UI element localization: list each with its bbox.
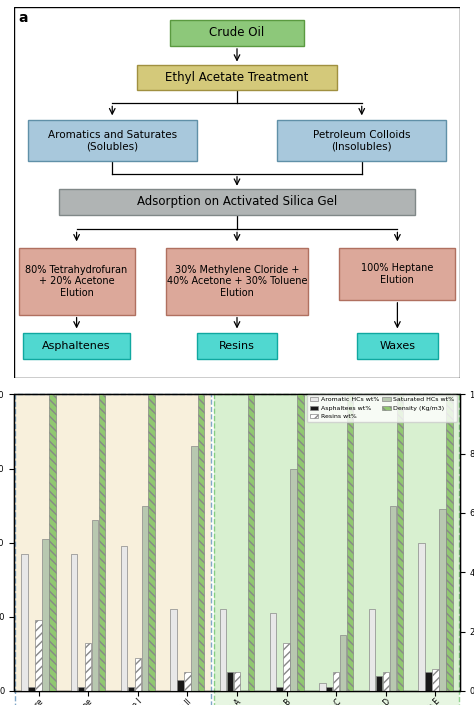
Bar: [220, 609, 226, 691]
FancyBboxPatch shape: [166, 248, 308, 314]
Bar: [270, 613, 276, 691]
Text: Asphaltenes: Asphaltenes: [42, 341, 111, 351]
Bar: [283, 643, 290, 691]
Bar: [198, 0, 204, 691]
FancyBboxPatch shape: [170, 20, 304, 46]
Bar: [340, 635, 346, 691]
Text: 80% Tetrahydrofuran
+ 20% Acetone
Elution: 80% Tetrahydrofuran + 20% Acetone Elutio…: [26, 265, 128, 298]
Bar: [135, 658, 141, 691]
FancyBboxPatch shape: [27, 120, 197, 161]
FancyBboxPatch shape: [277, 120, 447, 161]
Bar: [291, 469, 297, 691]
Bar: [128, 687, 134, 691]
Text: 100% Heptane
Elution: 100% Heptane Elution: [361, 263, 434, 285]
Bar: [432, 668, 438, 691]
Text: a: a: [18, 11, 28, 25]
FancyBboxPatch shape: [59, 189, 415, 214]
Text: Ethyl Acetate Treatment: Ethyl Acetate Treatment: [165, 71, 309, 84]
Bar: [214, 394, 459, 705]
FancyBboxPatch shape: [357, 333, 438, 359]
Text: Waxes: Waxes: [379, 341, 415, 351]
Bar: [49, 0, 55, 691]
Bar: [439, 509, 446, 691]
Bar: [92, 520, 98, 691]
Bar: [71, 553, 77, 691]
Bar: [142, 505, 148, 691]
Bar: [14, 394, 460, 691]
Text: Crude Oil: Crude Oil: [210, 27, 264, 39]
Bar: [390, 505, 396, 691]
Bar: [425, 673, 432, 691]
FancyBboxPatch shape: [18, 248, 135, 314]
Bar: [369, 609, 375, 691]
Text: Resins: Resins: [219, 341, 255, 351]
FancyBboxPatch shape: [23, 333, 130, 359]
Bar: [177, 680, 183, 691]
Bar: [15, 394, 211, 705]
Bar: [36, 620, 42, 691]
Bar: [319, 683, 326, 691]
Bar: [446, 0, 453, 691]
Bar: [347, 0, 353, 691]
FancyBboxPatch shape: [137, 64, 337, 90]
Bar: [326, 687, 332, 691]
Bar: [28, 687, 35, 691]
Bar: [191, 446, 198, 691]
Bar: [234, 673, 240, 691]
Bar: [333, 673, 339, 691]
Bar: [15, 394, 211, 691]
Bar: [78, 687, 84, 691]
Bar: [184, 673, 191, 691]
Text: Petroleum Colloids
(Insolubles): Petroleum Colloids (Insolubles): [313, 130, 410, 152]
Text: Adsorption on Activated Silica Gel: Adsorption on Activated Silica Gel: [137, 195, 337, 208]
Bar: [297, 0, 304, 691]
FancyBboxPatch shape: [197, 333, 277, 359]
Bar: [248, 0, 254, 691]
Bar: [170, 609, 177, 691]
Bar: [376, 676, 382, 691]
Bar: [99, 0, 105, 691]
Bar: [397, 0, 403, 691]
FancyBboxPatch shape: [339, 248, 456, 300]
Bar: [148, 0, 155, 691]
Bar: [21, 553, 28, 691]
Text: 30% Methylene Cloride +
40% Acetone + 30% Toluene
Elution: 30% Methylene Cloride + 40% Acetone + 30…: [167, 265, 307, 298]
Bar: [419, 543, 425, 691]
Bar: [85, 643, 91, 691]
Bar: [121, 546, 127, 691]
Bar: [214, 394, 459, 691]
Text: Aromatics and Saturates
(Solubles): Aromatics and Saturates (Solubles): [48, 130, 177, 152]
Bar: [227, 673, 233, 691]
Bar: [276, 687, 283, 691]
Bar: [383, 673, 389, 691]
Legend: Aromatic HCs wt%, Asphaltees wt%, Resins wt%, Saturated HCs wt%, Density (Kg/m3): Aromatic HCs wt%, Asphaltees wt%, Resins…: [307, 395, 456, 422]
Bar: [42, 539, 49, 691]
